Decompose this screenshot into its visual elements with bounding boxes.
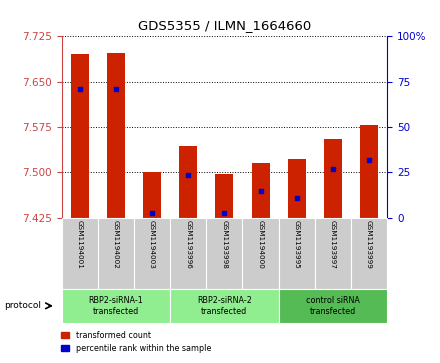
Bar <box>215 174 234 218</box>
Text: protocol: protocol <box>4 301 41 310</box>
Bar <box>71 54 89 218</box>
Text: GSM1193999: GSM1193999 <box>366 220 372 269</box>
Bar <box>360 125 378 218</box>
Text: RBP2-siRNA-2
transfected: RBP2-siRNA-2 transfected <box>197 296 252 315</box>
Text: GSM1194001: GSM1194001 <box>77 220 83 269</box>
Text: control siRNA
transfected: control siRNA transfected <box>306 296 360 315</box>
Text: GSM1193996: GSM1193996 <box>185 220 191 269</box>
Text: GSM1193998: GSM1193998 <box>221 220 227 269</box>
Title: GDS5355 / ILMN_1664660: GDS5355 / ILMN_1664660 <box>138 19 311 32</box>
Bar <box>107 53 125 218</box>
Legend: transformed count, percentile rank within the sample: transformed count, percentile rank withi… <box>61 331 211 353</box>
Bar <box>324 139 342 218</box>
Text: GSM1193997: GSM1193997 <box>330 220 336 269</box>
Text: GSM1193995: GSM1193995 <box>294 220 300 269</box>
Text: GSM1194002: GSM1194002 <box>113 220 119 269</box>
Text: GSM1194003: GSM1194003 <box>149 220 155 269</box>
Text: GSM1194000: GSM1194000 <box>257 220 264 269</box>
Bar <box>143 172 161 218</box>
Bar <box>288 159 306 218</box>
Bar <box>179 146 197 218</box>
Bar <box>252 163 270 218</box>
Text: RBP2-siRNA-1
transfected: RBP2-siRNA-1 transfected <box>88 296 143 315</box>
